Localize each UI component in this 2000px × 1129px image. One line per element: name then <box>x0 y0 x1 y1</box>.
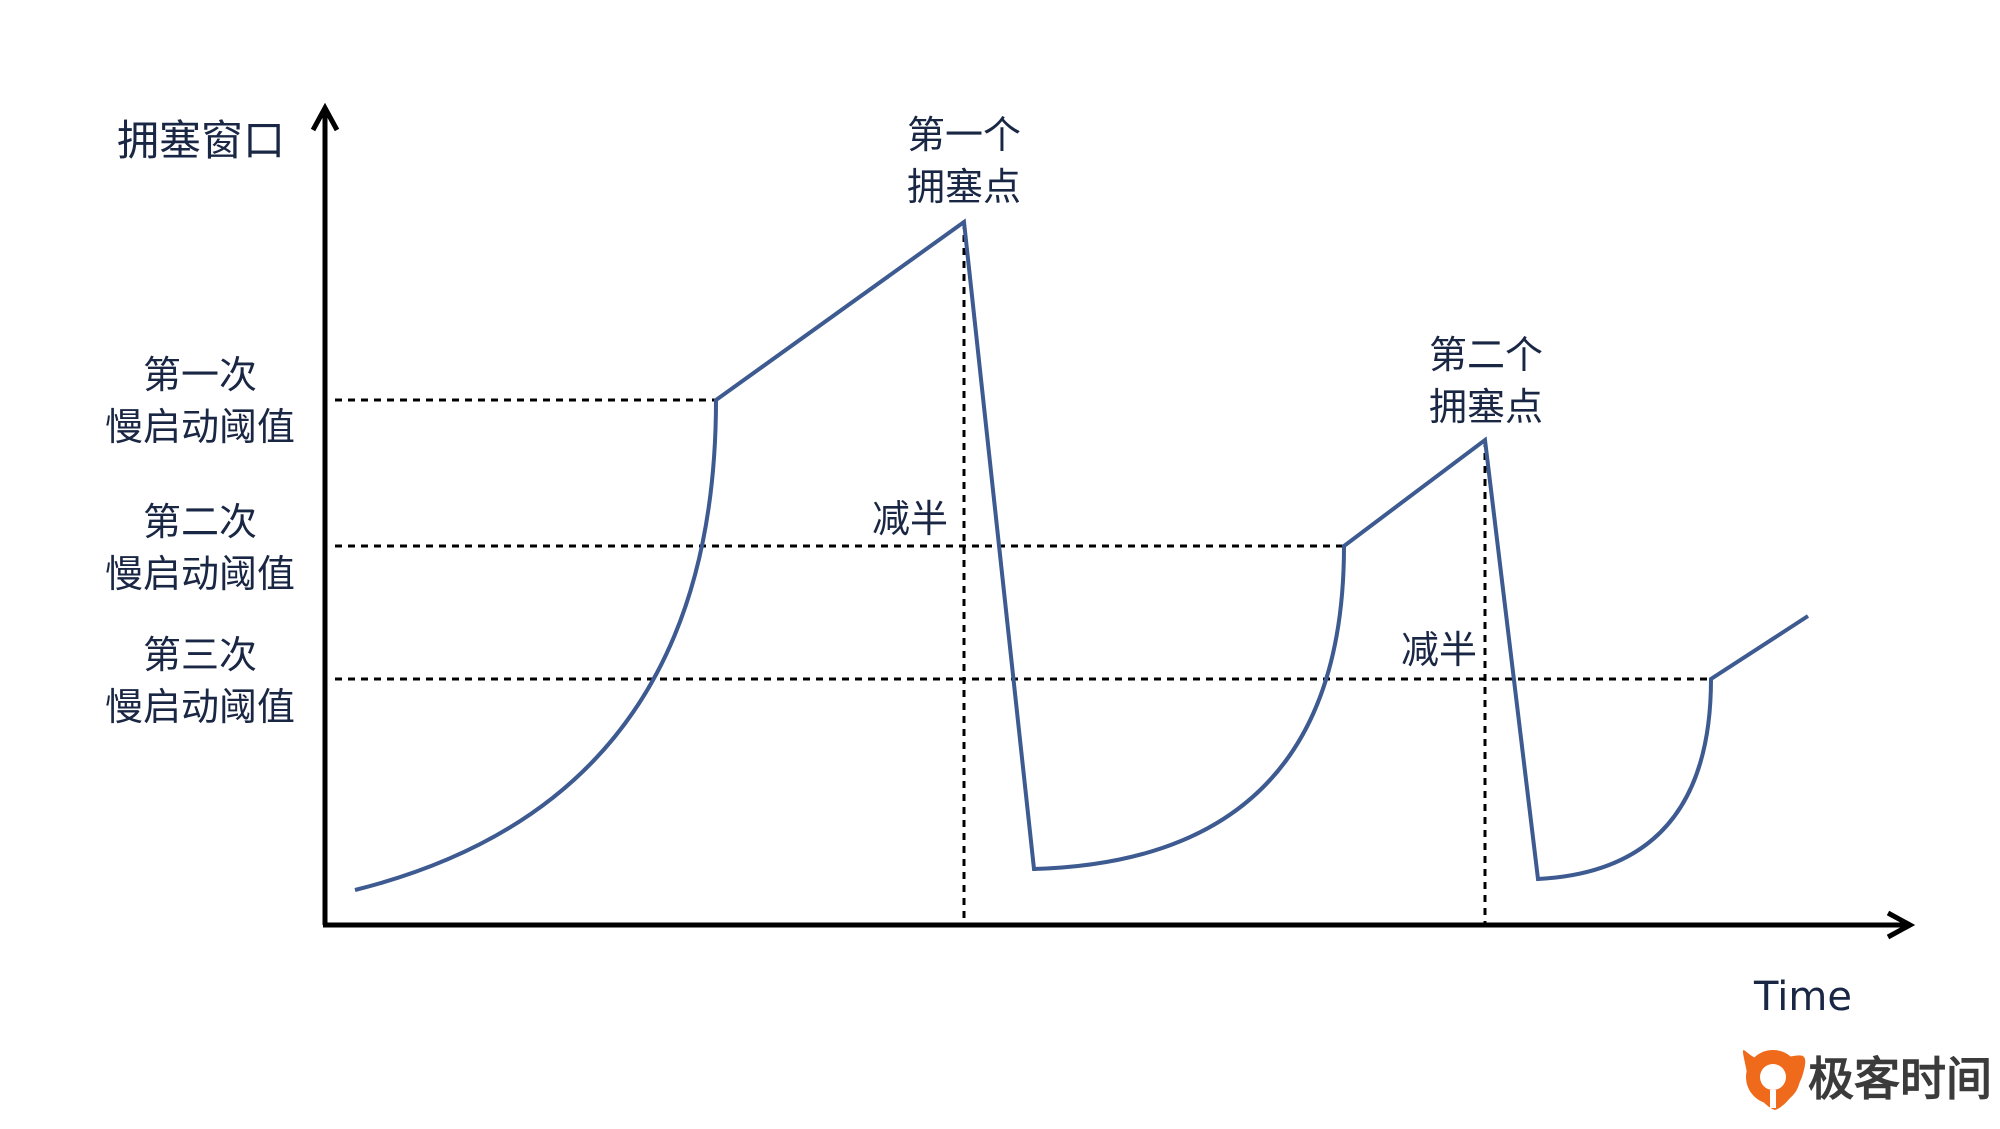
x-axis-arrow-icon <box>1886 910 1916 940</box>
y-axis-arrow-icon <box>310 102 340 132</box>
halve-label-2: 减半 <box>1401 628 1477 672</box>
threshold-1-line1: 第一次 <box>143 353 257 397</box>
congestion-point-2-line1: 第二个 <box>1429 333 1543 377</box>
congestion-window-curve <box>354 218 1810 892</box>
congestion-point-2-line2: 拥塞点 <box>1429 385 1543 429</box>
congestion-point-1-line2: 拥塞点 <box>907 165 1021 209</box>
y-axis-label: 拥塞窗口 <box>117 116 285 165</box>
congestion-point-1-line1: 第一个 <box>907 113 1021 157</box>
threshold-3-line2: 慢启动阈值 <box>105 685 295 729</box>
x-axis-label: Time <box>1753 974 1852 1020</box>
halve-label-1: 减半 <box>872 497 948 541</box>
threshold-2-line2: 慢启动阈值 <box>105 552 295 596</box>
threshold-3-line1: 第三次 <box>143 633 257 677</box>
brand-logo: 极客时间 <box>1742 1050 1992 1110</box>
threshold-2-line1: 第二次 <box>143 500 257 544</box>
brand-logo-icon <box>1742 1050 1806 1110</box>
brand-name: 极客时间 <box>1808 1052 1992 1106</box>
threshold-1-line2: 慢启动阈值 <box>105 405 295 449</box>
